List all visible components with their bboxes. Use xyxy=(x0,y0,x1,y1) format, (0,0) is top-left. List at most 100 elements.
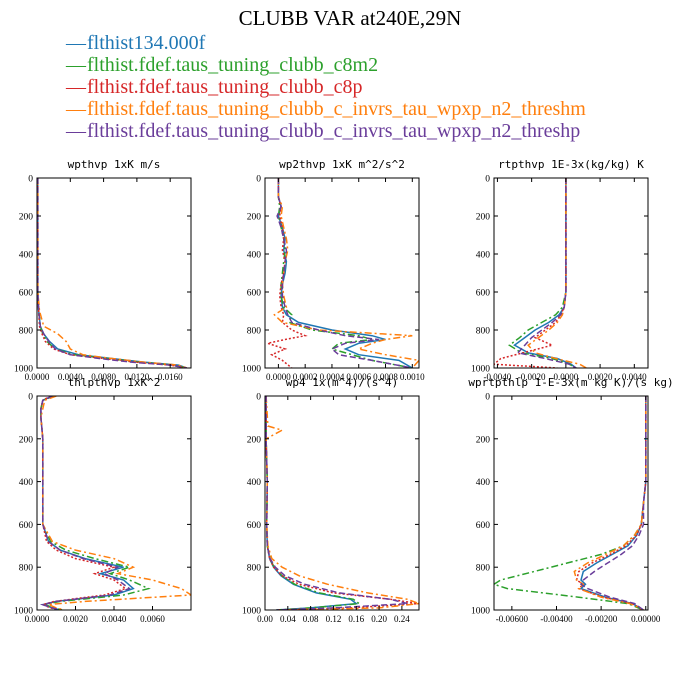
series-line-5 xyxy=(580,396,647,610)
series-line-3 xyxy=(265,178,308,368)
series-line-1 xyxy=(40,396,135,610)
series-line-3 xyxy=(40,396,128,610)
x-tick-label: 0.0060 xyxy=(140,614,165,624)
y-tick-label: 600 xyxy=(476,521,491,531)
x-tick-label: -0.0040 xyxy=(484,372,512,382)
series-line-5 xyxy=(37,178,187,368)
legend-item: —flthist.fdef.taus_tuning_clubb_c_invrs_… xyxy=(66,120,586,142)
y-tick-label: 400 xyxy=(476,478,491,488)
plot-frame xyxy=(264,177,420,369)
y-tick-label: 200 xyxy=(19,435,34,445)
x-tick-label: 0.0008 xyxy=(373,372,398,382)
series-line-2 xyxy=(494,396,647,610)
series-line-1 xyxy=(579,396,647,610)
y-tick-label: 200 xyxy=(247,213,262,223)
series-line-5 xyxy=(265,396,408,610)
x-tick-label: 0.0010 xyxy=(400,372,425,382)
legend-label: flthist134.000f xyxy=(87,32,206,54)
y-tick-label: 800 xyxy=(247,327,262,337)
y-tick-label: 400 xyxy=(19,478,34,488)
y-tick-label: 800 xyxy=(476,327,491,337)
legend-item: —flthist.fdef.taus_tuning_clubb_c8p xyxy=(66,76,586,98)
series-line-1 xyxy=(277,178,413,368)
y-tick-label: 0 xyxy=(485,175,490,185)
x-tick-label: 0.00 xyxy=(257,614,273,624)
y-tick-label: 1000 xyxy=(14,607,33,617)
legend-label: flthist.fdef.taus_tuning_clubb_c_invrs_t… xyxy=(87,120,581,142)
x-tick-label: 0.08 xyxy=(303,614,319,624)
subplot-3: rtpthvp 1E-3x(kg/kg) K02004006008001000-… xyxy=(471,158,649,382)
y-tick-label: 200 xyxy=(476,213,491,223)
subplot-title: wp2thvp 1xK m^2/s^2 xyxy=(279,158,405,171)
y-tick-label: 1000 xyxy=(242,607,261,617)
legend-item: —flthist134.000f xyxy=(66,32,586,54)
series-line-5 xyxy=(276,178,413,368)
legend-item: —flthist.fdef.taus_tuning_clubb_c_invrs_… xyxy=(66,98,586,120)
series-line-1 xyxy=(265,396,359,610)
y-tick-label: 800 xyxy=(19,564,34,574)
x-tick-label: -0.0020 xyxy=(518,372,546,382)
subplot-title: wp4 1x(m^4)/(s^4) xyxy=(286,376,399,389)
legend-swatch: — xyxy=(66,32,86,54)
y-tick-label: 800 xyxy=(19,327,34,337)
x-tick-label: -0.00600 xyxy=(496,614,529,624)
y-tick-label: 200 xyxy=(476,435,491,445)
y-tick-label: 600 xyxy=(19,289,34,299)
x-tick-label: 0.0000 xyxy=(553,372,578,382)
y-tick-label: 0 xyxy=(485,393,490,403)
series-line-2 xyxy=(40,396,151,610)
plot-frame xyxy=(493,177,649,369)
x-tick-label: 0.0040 xyxy=(622,372,647,382)
plot-frame xyxy=(493,395,649,611)
subplot-6: wprtpthlp 1-E-3x(m kg K)/(s kg) 0 200 400 60… xyxy=(468,376,673,624)
x-tick-label: 0.0002 xyxy=(293,372,318,382)
x-tick-label: 0.00000 xyxy=(631,614,661,624)
y-tick-label: 600 xyxy=(476,289,491,299)
legend-swatch: — xyxy=(66,54,86,76)
y-tick-label: 1000 xyxy=(242,365,261,375)
x-tick-label: 0.0006 xyxy=(346,372,371,382)
y-tick-label: 400 xyxy=(476,251,491,261)
y-tick-label: 0 xyxy=(28,175,33,185)
x-tick-label: 0.0020 xyxy=(63,614,88,624)
plot-frame xyxy=(264,395,420,611)
x-tick-label: -0.00400 xyxy=(540,614,573,624)
x-tick-label: 0.0080 xyxy=(91,372,116,382)
series-line-2 xyxy=(277,178,413,368)
x-tick-label: 0.0160 xyxy=(158,372,183,382)
legend-label: flthist.fdef.taus_tuning_clubb_c8m2 xyxy=(87,54,379,76)
x-tick-label: 0.0040 xyxy=(58,372,83,382)
y-tick-label: 600 xyxy=(19,521,34,531)
y-tick-label: 0 xyxy=(256,175,261,185)
series-line-2 xyxy=(37,178,187,368)
x-tick-label: 0.0040 xyxy=(102,614,127,624)
series-line-1 xyxy=(513,178,577,368)
y-tick-label: 0 xyxy=(256,393,261,403)
x-tick-label: 0.0020 xyxy=(588,372,613,382)
subplot-title: thlpthvp 1xK^2 xyxy=(68,376,161,389)
y-tick-label: 1000 xyxy=(471,365,490,375)
plot-frame xyxy=(36,177,192,369)
page-title: CLUBB VAR at240E,29N xyxy=(238,6,462,30)
x-tick-label: 0.16 xyxy=(348,614,364,624)
x-tick-label: 0.0000 xyxy=(266,372,291,382)
y-tick-label: 400 xyxy=(247,251,262,261)
series-line-5 xyxy=(516,178,577,368)
x-tick-label: 0.0120 xyxy=(125,372,150,382)
y-tick-label: 1000 xyxy=(471,607,490,617)
x-tick-label: 0.20 xyxy=(371,614,387,624)
series-line-2 xyxy=(265,396,362,610)
legend: —flthist134.000f —flthist.fdef.taus_tuni… xyxy=(66,32,586,142)
x-tick-label: 0.0000 xyxy=(25,614,50,624)
subplot-2: wp2thvp 1xK m^2/s^2 0 200 400 600 800 1000 0.00… xyxy=(242,158,425,382)
legend-swatch: — xyxy=(66,76,86,98)
legend-label: flthist.fdef.taus_tuning_clubb_c8p xyxy=(87,76,363,98)
x-tick-label: 0.0000 xyxy=(25,372,50,382)
x-tick-label: 0.0004 xyxy=(320,372,345,382)
series-line-1 xyxy=(37,178,188,368)
series-line-2 xyxy=(508,178,577,368)
series-line-4 xyxy=(265,396,419,610)
